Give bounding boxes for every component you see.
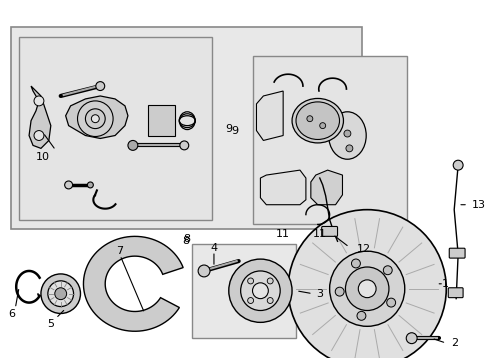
Polygon shape (260, 170, 305, 205)
Bar (19, 37, 211, 220)
Circle shape (406, 333, 416, 344)
Circle shape (78, 101, 113, 136)
Circle shape (319, 123, 325, 129)
Circle shape (356, 311, 365, 320)
Circle shape (240, 271, 280, 311)
Text: 11: 11 (312, 229, 326, 239)
Circle shape (252, 283, 268, 299)
Text: 6: 6 (8, 310, 15, 319)
Circle shape (87, 182, 93, 188)
Text: 9: 9 (231, 126, 238, 136)
Circle shape (128, 140, 138, 150)
Polygon shape (256, 91, 283, 140)
Bar (147, 105, 175, 136)
Circle shape (267, 298, 273, 303)
Circle shape (335, 287, 344, 296)
Bar (192, 244, 295, 338)
Circle shape (41, 274, 81, 314)
Circle shape (386, 298, 395, 307)
Circle shape (345, 145, 352, 152)
Text: 2: 2 (450, 338, 457, 348)
Circle shape (358, 280, 375, 298)
Circle shape (267, 278, 273, 284)
FancyBboxPatch shape (321, 226, 337, 237)
Polygon shape (65, 96, 128, 139)
Text: 13: 13 (471, 200, 485, 210)
Circle shape (247, 278, 253, 284)
Ellipse shape (328, 112, 366, 159)
Circle shape (34, 96, 44, 106)
Text: 3: 3 (315, 289, 322, 299)
Text: 11: 11 (276, 229, 289, 239)
Polygon shape (310, 170, 342, 205)
Circle shape (383, 266, 391, 275)
Text: 4: 4 (210, 243, 217, 253)
Circle shape (228, 259, 291, 322)
Circle shape (351, 259, 360, 268)
Circle shape (198, 265, 209, 277)
Circle shape (180, 141, 188, 150)
Bar (253, 57, 406, 225)
Circle shape (34, 131, 44, 140)
Circle shape (329, 251, 404, 326)
Polygon shape (83, 237, 183, 331)
Text: 8: 8 (183, 236, 189, 246)
Text: 10: 10 (36, 152, 50, 162)
Circle shape (48, 281, 73, 307)
FancyBboxPatch shape (448, 248, 464, 258)
Circle shape (452, 160, 462, 170)
Polygon shape (29, 86, 51, 148)
Circle shape (247, 298, 253, 303)
Bar (11, 27, 362, 229)
Text: 5: 5 (47, 319, 54, 329)
Ellipse shape (295, 102, 339, 139)
Circle shape (64, 181, 72, 189)
Circle shape (306, 116, 312, 122)
FancyBboxPatch shape (447, 288, 462, 298)
Ellipse shape (291, 98, 343, 143)
Circle shape (343, 130, 350, 137)
Circle shape (96, 82, 104, 90)
Circle shape (287, 210, 446, 360)
Text: 9: 9 (225, 123, 232, 134)
Text: 12: 12 (357, 244, 371, 254)
Circle shape (55, 288, 66, 300)
Circle shape (345, 267, 388, 311)
Circle shape (91, 115, 99, 123)
Text: 7: 7 (116, 246, 123, 256)
Text: 8: 8 (183, 234, 190, 244)
Text: 1: 1 (441, 279, 447, 289)
Circle shape (85, 109, 105, 129)
